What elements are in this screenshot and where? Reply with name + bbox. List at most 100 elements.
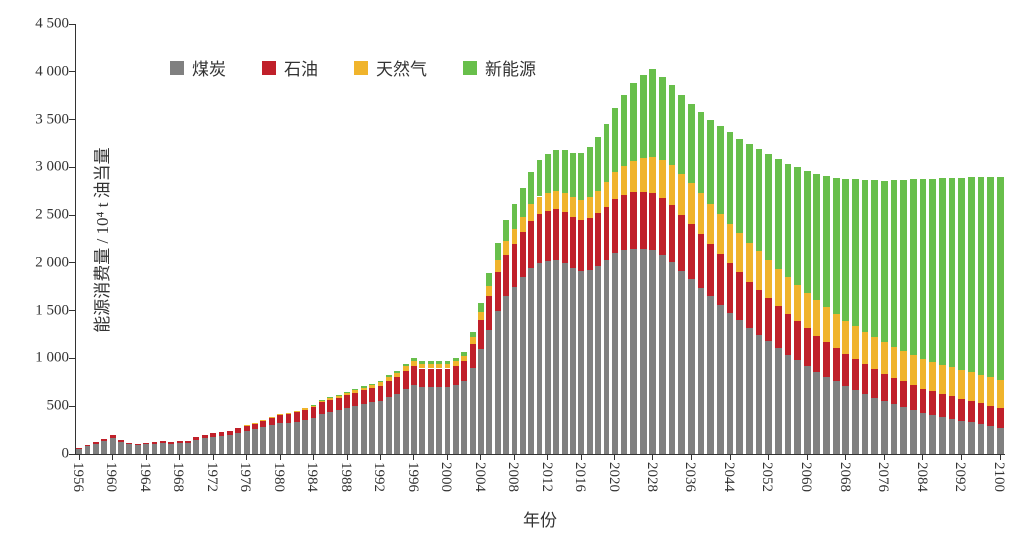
bar-coal	[587, 270, 593, 454]
bar-gas	[403, 366, 409, 370]
bar-coal	[210, 437, 216, 454]
x-tick-mark	[413, 454, 414, 460]
bar-renew	[891, 180, 898, 346]
bar-gas	[649, 157, 656, 193]
bar-oil	[193, 437, 199, 439]
bar-oil	[562, 212, 568, 263]
bar-renew	[978, 177, 985, 375]
bar-gas	[785, 277, 792, 314]
y-tick-label: 4 000	[9, 63, 69, 80]
bar-oil	[478, 320, 484, 349]
bar-gas	[294, 411, 300, 412]
bar-oil	[277, 415, 283, 424]
bar-gas	[595, 191, 601, 213]
bar-oil	[852, 359, 859, 390]
x-tick-label: 2084	[913, 462, 930, 492]
x-tick-mark	[146, 454, 147, 460]
bar-renew	[987, 177, 994, 378]
bar-gas	[640, 158, 647, 192]
bar-renew	[929, 179, 936, 362]
bar-gas	[939, 365, 946, 394]
bar-oil	[319, 402, 325, 413]
bar-oil	[85, 445, 91, 446]
bar-oil	[842, 354, 849, 386]
bar-coal	[294, 422, 300, 454]
bar-gas	[277, 414, 283, 415]
x-tick-mark	[380, 454, 381, 460]
bar-renew	[394, 371, 400, 373]
bar-renew	[595, 137, 601, 191]
bar-coal	[640, 249, 647, 454]
x-tick-mark	[480, 454, 481, 460]
bar-renew	[852, 179, 859, 326]
bar-renew	[939, 178, 946, 364]
bar-coal	[227, 435, 233, 454]
bar-oil	[185, 441, 191, 443]
bar-oil	[604, 207, 610, 261]
bar-coal	[135, 445, 141, 454]
bar-gas	[842, 321, 849, 354]
x-tick-label: 1956	[69, 462, 86, 492]
bar-renew	[862, 180, 869, 332]
bar-coal	[252, 429, 258, 454]
bar-renew	[578, 153, 584, 200]
x-tick-label: 2008	[504, 462, 521, 492]
bar-coal	[775, 348, 782, 454]
bar-oil	[891, 378, 898, 405]
bar-coal	[118, 442, 124, 454]
bar-coal	[929, 415, 936, 454]
y-tick-mark	[69, 119, 75, 120]
bar-coal	[177, 443, 183, 454]
bar-coal	[160, 443, 166, 454]
x-tick-mark	[112, 454, 113, 460]
bar-renew	[823, 176, 830, 307]
bar-coal	[352, 406, 358, 454]
bar-coal	[260, 427, 266, 454]
x-tick-mark	[691, 454, 692, 460]
bar-coal	[678, 271, 685, 454]
bar-gas	[428, 364, 434, 369]
bar-coal	[785, 355, 792, 454]
energy-stacked-bar-chart: 煤炭 石油 天然气 新能源 能源消费量 / 10⁴ t 油当量 年份 05001…	[0, 0, 1029, 537]
bar-renew	[678, 95, 685, 174]
bar-coal	[562, 263, 568, 454]
bar-renew	[512, 204, 518, 229]
bar-gas	[949, 367, 956, 396]
y-tick-mark	[69, 215, 75, 216]
x-tick-mark	[313, 454, 314, 460]
bar-oil	[612, 199, 618, 253]
bar-renew	[570, 153, 576, 198]
bar-coal	[445, 387, 451, 454]
bar-gas	[621, 166, 628, 195]
bar-oil	[386, 381, 392, 397]
bar-gas	[746, 243, 753, 282]
bar-coal	[286, 423, 292, 454]
bar-oil	[958, 399, 965, 421]
bar-coal	[698, 288, 705, 454]
y-tick-mark	[69, 24, 75, 25]
bar-renew	[327, 397, 333, 398]
bar-gas	[252, 423, 258, 424]
bar-gas	[562, 193, 568, 212]
bar-renew	[528, 172, 534, 204]
bar-renew	[746, 144, 753, 242]
bar-renew	[688, 104, 695, 183]
bar-coal	[578, 271, 584, 454]
y-tick-mark	[69, 406, 75, 407]
bar-coal	[436, 387, 442, 454]
bar-gas	[871, 337, 878, 369]
bar-coal	[361, 404, 367, 454]
bar-coal	[621, 250, 628, 454]
x-tick-label: 1980	[270, 462, 287, 492]
bar-oil	[344, 395, 350, 408]
bar-coal	[478, 349, 484, 454]
bar-coal	[378, 401, 384, 455]
x-tick-mark	[547, 454, 548, 460]
bar-oil	[436, 369, 442, 388]
bar-renew	[949, 178, 956, 367]
bar-coal	[486, 330, 492, 454]
bar-oil	[378, 386, 384, 401]
bar-oil	[804, 328, 811, 366]
bar-renew	[470, 332, 476, 338]
bar-gas	[736, 233, 743, 272]
